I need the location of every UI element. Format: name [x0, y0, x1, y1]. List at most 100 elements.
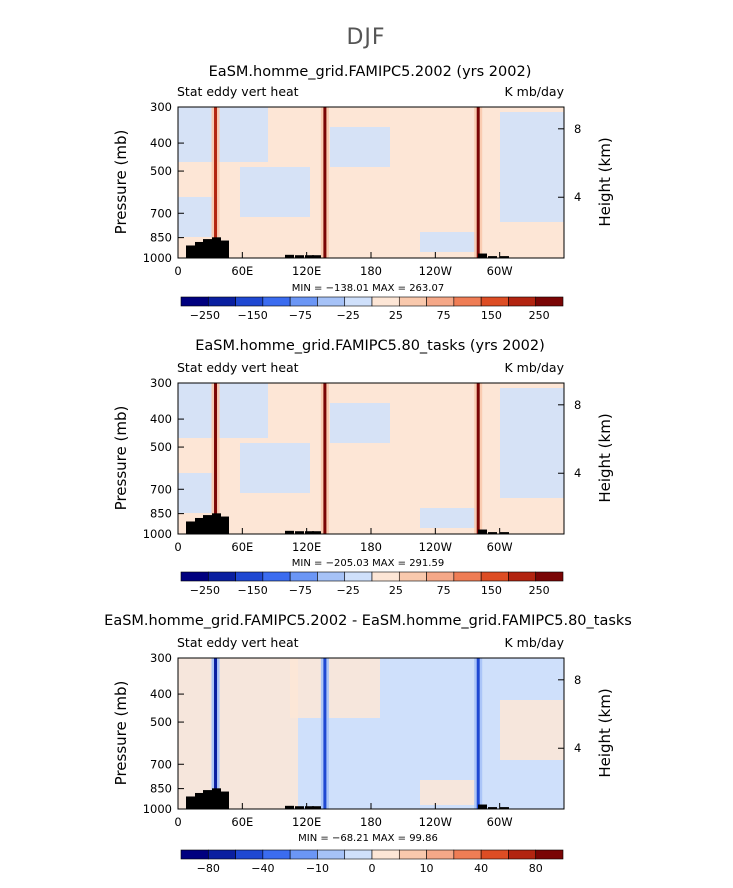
topography-mask: [478, 253, 487, 258]
topography-mask: [212, 788, 221, 809]
contour-panel-2: EaSM.homme_grid.FAMIPC5.80_tasks (yrs 20…: [112, 338, 614, 597]
y2-axis-label: Height (km): [596, 137, 614, 226]
topography-mask: [500, 807, 509, 810]
topography-mask: [220, 516, 229, 534]
jet-core: [214, 107, 218, 258]
jet-core: [214, 658, 218, 809]
contour-region: [330, 127, 390, 167]
y-tick-label: 300: [150, 651, 172, 665]
variable-label: Stat eddy vert heat: [177, 84, 299, 99]
colorbar-swatch: [480, 296, 509, 307]
colorbar-swatch: [262, 296, 291, 307]
x-tick-label: 60E: [231, 815, 253, 829]
x-tick-label: 180: [360, 540, 382, 554]
colorbar-label: −25: [337, 309, 360, 322]
colorbar-label: 40: [474, 862, 488, 875]
colorbar-swatch: [535, 296, 564, 307]
contour-panel-1: EaSM.homme_grid.FAMIPC5.2002 (yrs 2002) …: [112, 64, 614, 322]
colorbar-swatch: [508, 571, 537, 582]
colorbar-swatch: [398, 571, 427, 582]
units-label: K mb/day: [505, 635, 565, 650]
jet-core: [323, 658, 327, 809]
topography-mask: [488, 807, 497, 810]
colorbar-swatch: [262, 571, 291, 582]
colorbar-swatch: [235, 849, 264, 860]
colorbar-swatch: [398, 296, 427, 307]
topography-mask: [312, 806, 321, 809]
y-tick-label: 850: [150, 231, 172, 245]
colorbar-label: −75: [289, 584, 312, 597]
x-tick-label: 60W: [487, 815, 513, 829]
colorbar-label: 10: [420, 862, 434, 875]
x-tick-label: 180: [360, 815, 382, 829]
colorbar-swatch: [317, 296, 346, 307]
topography-mask: [195, 241, 204, 258]
colorbar-swatch: [371, 849, 400, 860]
y-tick-label: 500: [150, 164, 172, 178]
colorbar-swatch: [180, 849, 209, 860]
colorbar-swatch: [207, 849, 236, 860]
colorbar-label: −25: [337, 584, 360, 597]
colorbar-label: 150: [481, 584, 502, 597]
units-label: K mb/day: [505, 84, 565, 99]
y-axis-label: Pressure (mb): [112, 130, 130, 235]
y-tick-label: 300: [150, 376, 172, 390]
colorbar-swatch: [453, 296, 482, 307]
contour-region: [420, 508, 480, 528]
colorbar-swatch: [289, 571, 318, 582]
colorbar-swatch: [207, 571, 236, 582]
topography-mask: [285, 530, 294, 534]
contour-region: [500, 700, 564, 760]
topography-mask: [295, 531, 304, 534]
x-tick-label: 60E: [231, 540, 253, 554]
colorbar-label: 250: [529, 309, 550, 322]
colorbar-label: −250: [190, 584, 220, 597]
colorbar-swatch: [235, 571, 264, 582]
colorbar-label: −40: [251, 862, 274, 875]
topography-mask: [295, 806, 304, 809]
y-axis-label: Pressure (mb): [112, 681, 130, 786]
y2-axis-label: Height (km): [596, 413, 614, 502]
contour-region: [178, 107, 268, 162]
colorbar-label: 25: [389, 309, 403, 322]
colorbar-label: −10: [306, 862, 329, 875]
colorbar-swatch: [426, 296, 455, 307]
colorbar-label: −80: [197, 862, 220, 875]
y-tick-label: 1000: [143, 251, 172, 265]
x-tick-label: 0: [174, 264, 181, 278]
contour-region: [500, 388, 564, 498]
colorbar-swatch: [344, 571, 373, 582]
colorbar-swatch: [508, 296, 537, 307]
x-tick-label: 60E: [231, 264, 253, 278]
colorbar-swatch: [317, 849, 346, 860]
colorbar-swatch: [344, 296, 373, 307]
x-tick-label: 0: [174, 540, 181, 554]
y2-tick-label: 8: [574, 398, 581, 412]
contour-region: [178, 383, 268, 438]
units-label: K mb/day: [505, 360, 565, 375]
y2-tick-label: 4: [574, 741, 581, 755]
y-tick-label: 700: [150, 206, 172, 220]
x-tick-label: 120E: [292, 815, 321, 829]
y2-tick-label: 4: [574, 466, 581, 480]
topography-mask: [285, 254, 294, 258]
colorbar-swatch: [317, 571, 346, 582]
topography-mask: [488, 532, 497, 535]
figure-title: DJF: [346, 25, 385, 50]
colorbar: −80 −40 −10 0 10 40 80: [180, 849, 564, 875]
topography-mask: [478, 529, 487, 534]
colorbar-label: 150: [481, 309, 502, 322]
topography-mask: [478, 804, 487, 809]
x-tick-label: 60W: [487, 540, 513, 554]
colorbar-swatch: [535, 571, 564, 582]
colorbar-swatch: [344, 849, 373, 860]
colorbar-swatch: [180, 296, 209, 307]
y-tick-label: 400: [150, 687, 172, 701]
x-tick-label: 120W: [419, 264, 452, 278]
colorbar-swatch: [289, 296, 318, 307]
topography-mask: [195, 517, 204, 534]
topography-mask: [305, 531, 314, 534]
y-tick-label: 300: [150, 100, 172, 114]
topography-mask: [186, 245, 195, 258]
